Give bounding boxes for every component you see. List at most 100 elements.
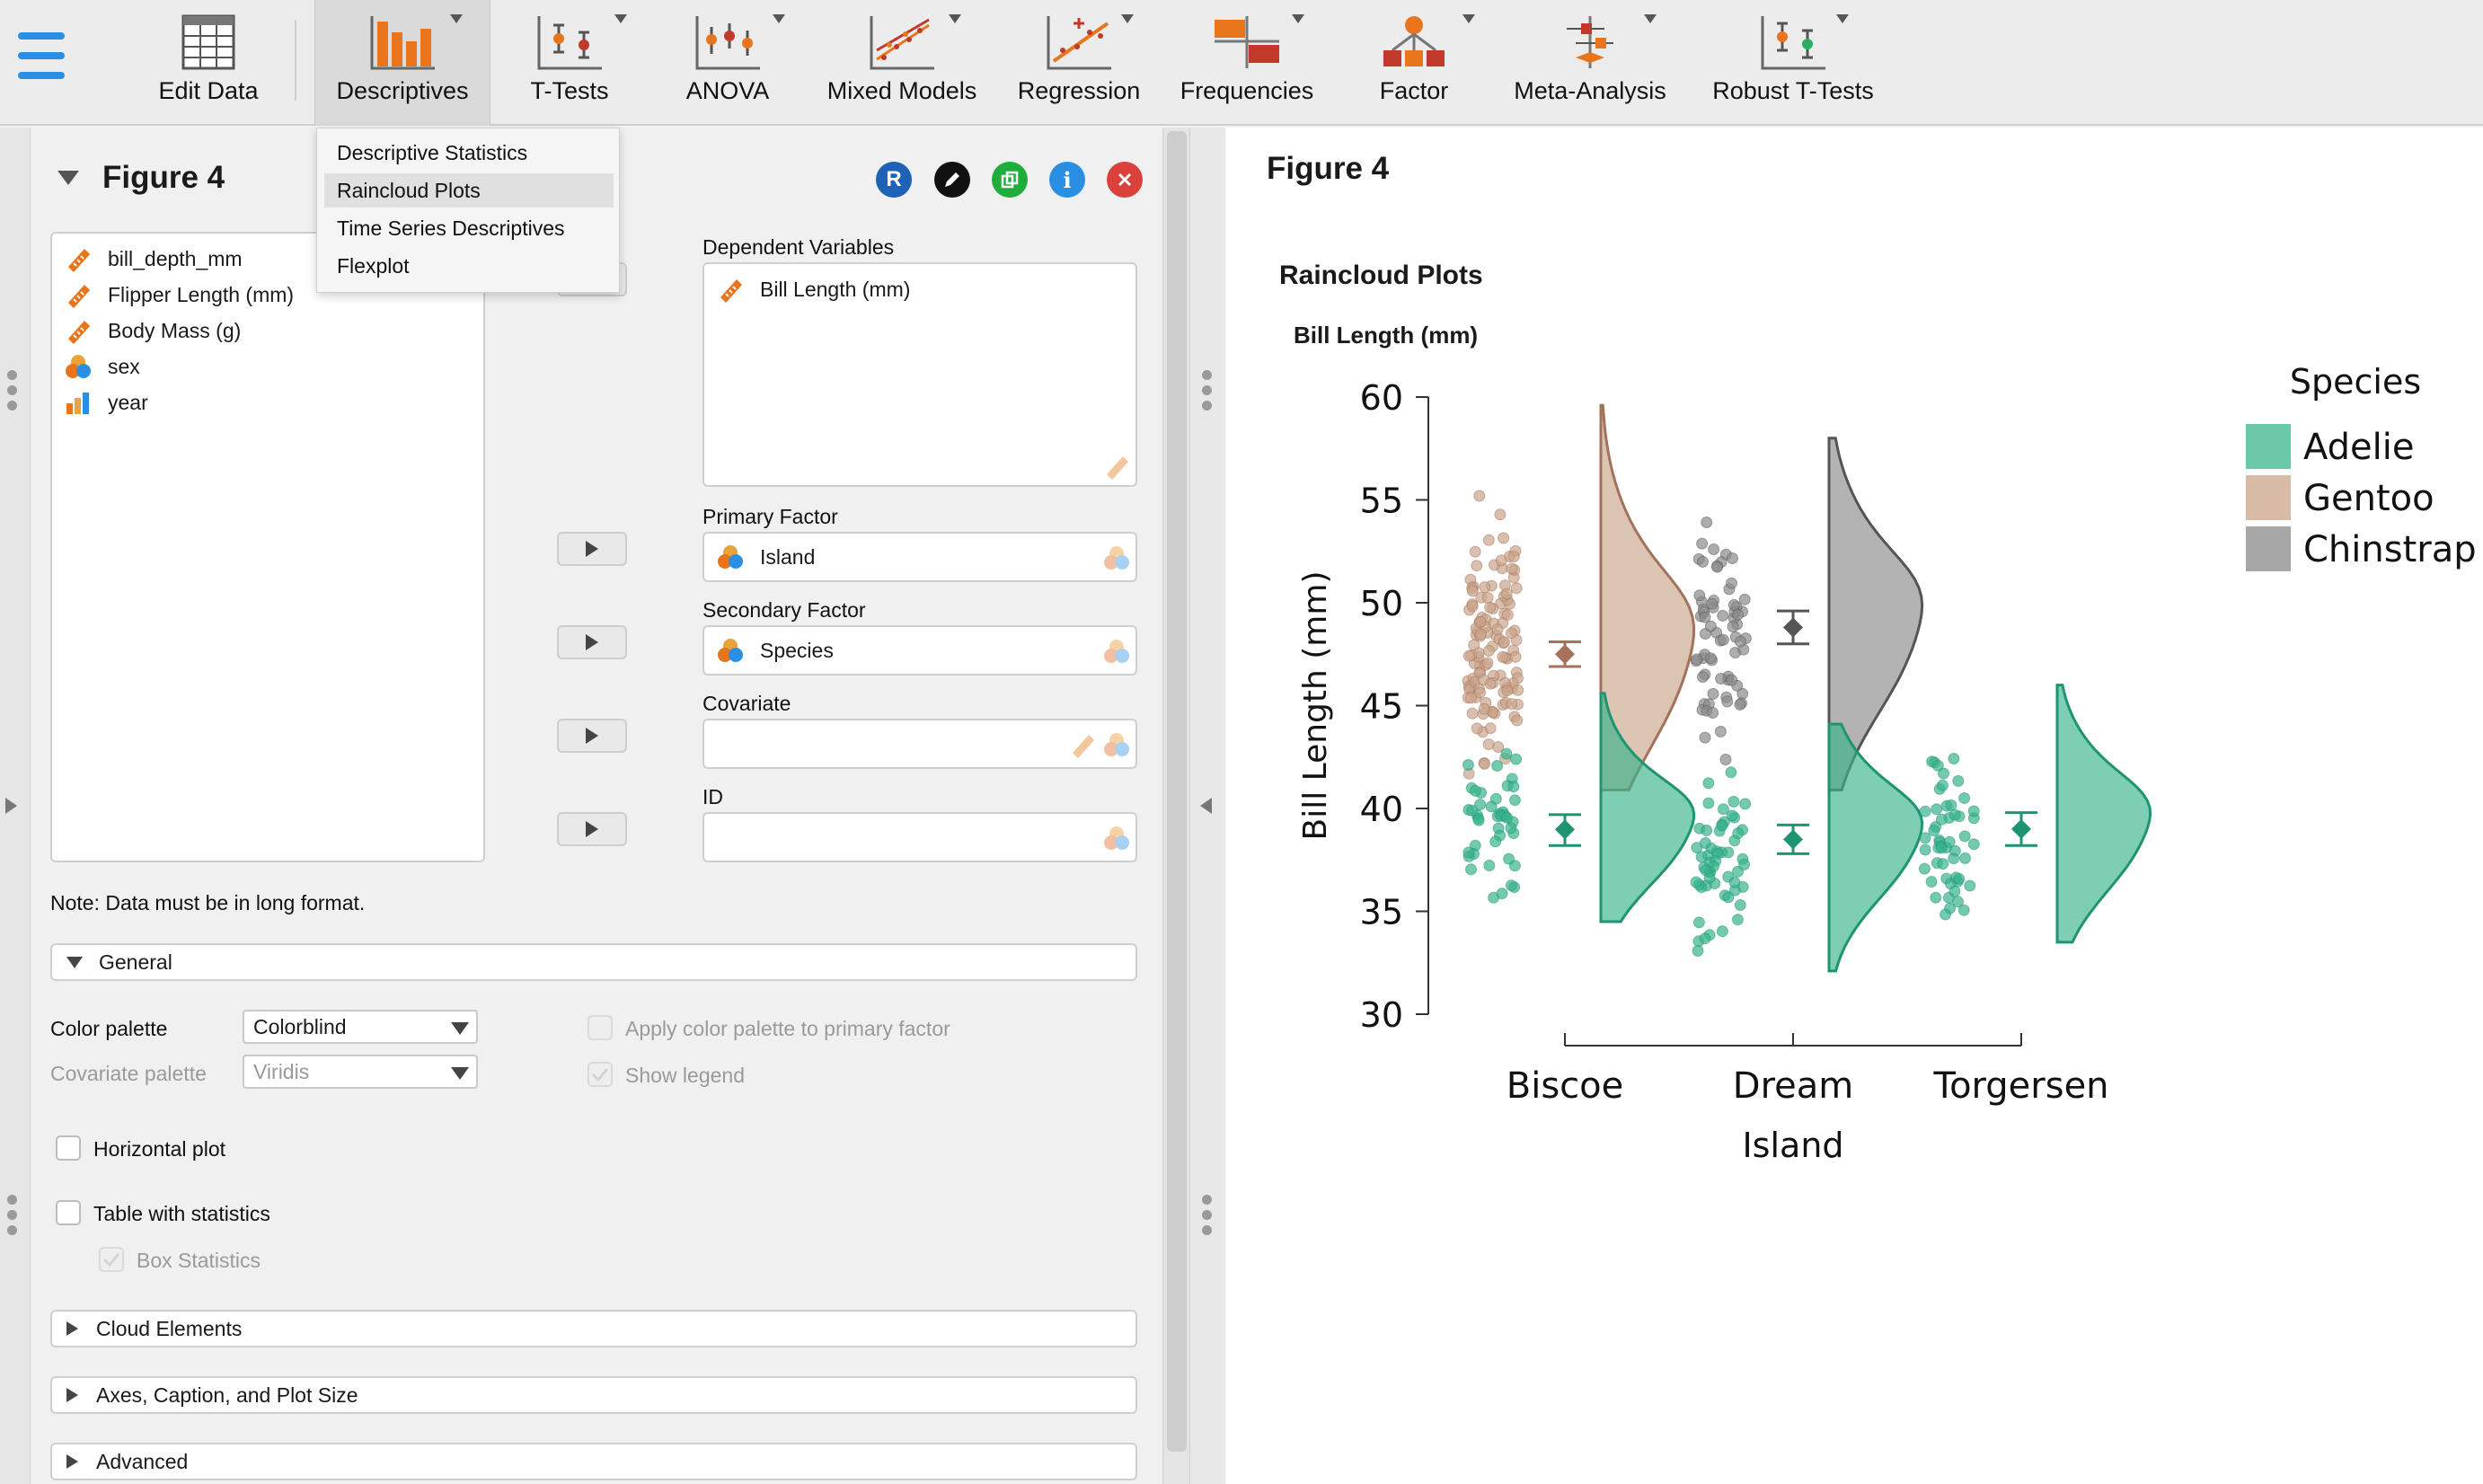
- menu-item-time-series-descriptives[interactable]: Time Series Descriptives: [337, 216, 565, 240]
- y-tick-label: 55: [1360, 481, 1403, 521]
- rain-point: [1938, 767, 1949, 780]
- variable-name: bill_depth_mm: [108, 246, 243, 270]
- rain-point: [1704, 652, 1717, 665]
- general-section-header[interactable]: General: [50, 943, 1137, 981]
- available-variables-list[interactable]: bill_depth_mm Flipper Length (mm) Body M…: [50, 232, 485, 862]
- menu-item-descriptive-statistics[interactable]: Descriptive Statistics: [337, 140, 528, 164]
- rain-point: [1701, 517, 1713, 528]
- left-drag-handle-lower[interactable]: [7, 1195, 18, 1241]
- frequencies-button[interactable]: Frequencies: [1170, 0, 1324, 126]
- legend-swatch: [2246, 424, 2291, 469]
- toolbar-separator: [295, 20, 296, 101]
- expand-left-arrow-icon[interactable]: [5, 798, 17, 814]
- x-axis-label: Island: [1742, 1126, 1843, 1165]
- factor-label: Factor: [1379, 77, 1449, 104]
- descriptives-button[interactable]: Descriptives: [314, 0, 490, 126]
- x-tick-label: Dream: [1733, 1065, 1853, 1107]
- left-drag-handle[interactable]: [7, 370, 18, 416]
- legend-swatch: [2246, 475, 2291, 520]
- assign-covariate-button[interactable]: [557, 719, 627, 753]
- rain-point: [1739, 798, 1752, 810]
- rain-point: [1919, 832, 1931, 844]
- edit-data-button[interactable]: Edit Data: [135, 0, 282, 126]
- rain-point: [1708, 543, 1720, 555]
- x-tick-label: Torgersen: [1932, 1065, 2108, 1107]
- rain-point: [1728, 876, 1741, 888]
- color-palette-dropdown[interactable]: Colorblind: [243, 1010, 478, 1044]
- covariate-box[interactable]: [702, 719, 1137, 769]
- assigned-variable[interactable]: Bill Length (mm): [717, 271, 910, 307]
- rain-point: [1491, 760, 1504, 772]
- info-icon[interactable]: i: [1049, 162, 1085, 198]
- variable-item[interactable]: sex: [65, 349, 294, 384]
- horizontal-plot-checkbox[interactable]: [56, 1135, 81, 1161]
- menu-item-flexplot[interactable]: Flexplot: [337, 253, 410, 278]
- factor-button[interactable]: Factor: [1355, 0, 1475, 126]
- axes-section-header[interactable]: Axes, Caption, and Plot Size: [50, 1376, 1137, 1414]
- rain-point: [1734, 698, 1746, 711]
- variable-item[interactable]: bill_depth_mm: [65, 241, 294, 277]
- rain-point: [1501, 608, 1514, 621]
- results-analysis-title: Raincloud Plots: [1279, 261, 1483, 290]
- dependent-variables-box[interactable]: Bill Length (mm): [702, 262, 1137, 487]
- splitter-handle[interactable]: [1202, 370, 1213, 416]
- r-syntax-icon[interactable]: R: [876, 162, 912, 198]
- covariate-palette-dropdown[interactable]: Viridis: [243, 1055, 478, 1089]
- secondary-factor-box[interactable]: Species: [702, 625, 1137, 676]
- menu-item-raincloud-plots[interactable]: Raincloud Plots: [324, 173, 614, 208]
- rain-point: [1478, 757, 1490, 770]
- hamburger-menu-icon[interactable]: [18, 32, 65, 83]
- rain-point: [1474, 615, 1487, 628]
- box-statistics-checkbox[interactable]: [99, 1247, 124, 1272]
- cloud-elements-section-header[interactable]: Cloud Elements: [50, 1310, 1137, 1347]
- meta-analysis-button[interactable]: Meta-Analysis: [1500, 0, 1680, 126]
- rain-point: [1466, 585, 1479, 597]
- analysis-title[interactable]: Figure 4: [102, 160, 225, 195]
- collapse-options-arrow-icon[interactable]: [1200, 798, 1212, 814]
- primary-factor-box[interactable]: Island: [702, 532, 1137, 582]
- splitter-handle-lower[interactable]: [1202, 1195, 1213, 1241]
- id-box[interactable]: [702, 812, 1137, 862]
- rain-point: [1964, 879, 1976, 892]
- rain-point: [1695, 851, 1708, 863]
- results-figure-title[interactable]: Figure 4: [1267, 151, 1390, 186]
- anova-button[interactable]: ANOVA: [665, 0, 791, 126]
- legend-label: Adelie: [2303, 427, 2415, 468]
- color-palette-value: Colorblind: [253, 1014, 347, 1038]
- rain-point: [1497, 650, 1509, 663]
- apply-palette-checkbox[interactable]: [588, 1015, 613, 1040]
- rain-point: [1696, 537, 1709, 550]
- close-analysis-icon[interactable]: [1107, 162, 1143, 198]
- collapse-figure-icon[interactable]: [57, 171, 79, 185]
- robust-ttests-button[interactable]: Robust T-Tests: [1703, 0, 1883, 126]
- y-axis-label: Bill Length (mm): [1297, 571, 1334, 841]
- show-legend-label: Show legend: [625, 1064, 745, 1087]
- rain-point: [1717, 803, 1729, 816]
- variable-item[interactable]: year: [65, 384, 294, 420]
- regression-icon: [1047, 16, 1111, 70]
- variable-item[interactable]: Flipper Length (mm): [65, 277, 294, 313]
- regression-button[interactable]: Regression: [1010, 0, 1148, 126]
- scrollbar-thumb[interactable]: [1167, 131, 1187, 1452]
- results-panel: Figure 4 Raincloud Plots Bill Length (mm…: [1225, 128, 2483, 1484]
- show-legend-checkbox[interactable]: [588, 1062, 613, 1087]
- mixed-models-icon: [870, 16, 934, 70]
- rain-point: [1690, 876, 1702, 888]
- table-statistics-checkbox[interactable]: [56, 1200, 81, 1225]
- nominal-variable-icon: [718, 545, 743, 569]
- assign-secondary-factor-button[interactable]: [557, 625, 627, 659]
- mixed-models-button[interactable]: Mixed Models: [816, 0, 988, 126]
- options-scrollbar[interactable]: [1162, 128, 1189, 1484]
- assign-primary-factor-button[interactable]: [557, 532, 627, 566]
- results-plot-title: Bill Length (mm): [1294, 322, 1479, 349]
- ttests-button[interactable]: T-Tests: [503, 0, 636, 126]
- mean-marker: [1783, 617, 1803, 638]
- assign-id-button[interactable]: [557, 812, 627, 846]
- rain-point: [1721, 695, 1734, 708]
- advanced-section-header[interactable]: Advanced: [50, 1443, 1137, 1480]
- edit-pencil-icon[interactable]: [934, 162, 970, 198]
- scale-variable-icon: [68, 249, 90, 272]
- variable-item[interactable]: Body Mass (g): [65, 313, 294, 349]
- rain-point: [1711, 561, 1724, 573]
- duplicate-icon[interactable]: [992, 162, 1028, 198]
